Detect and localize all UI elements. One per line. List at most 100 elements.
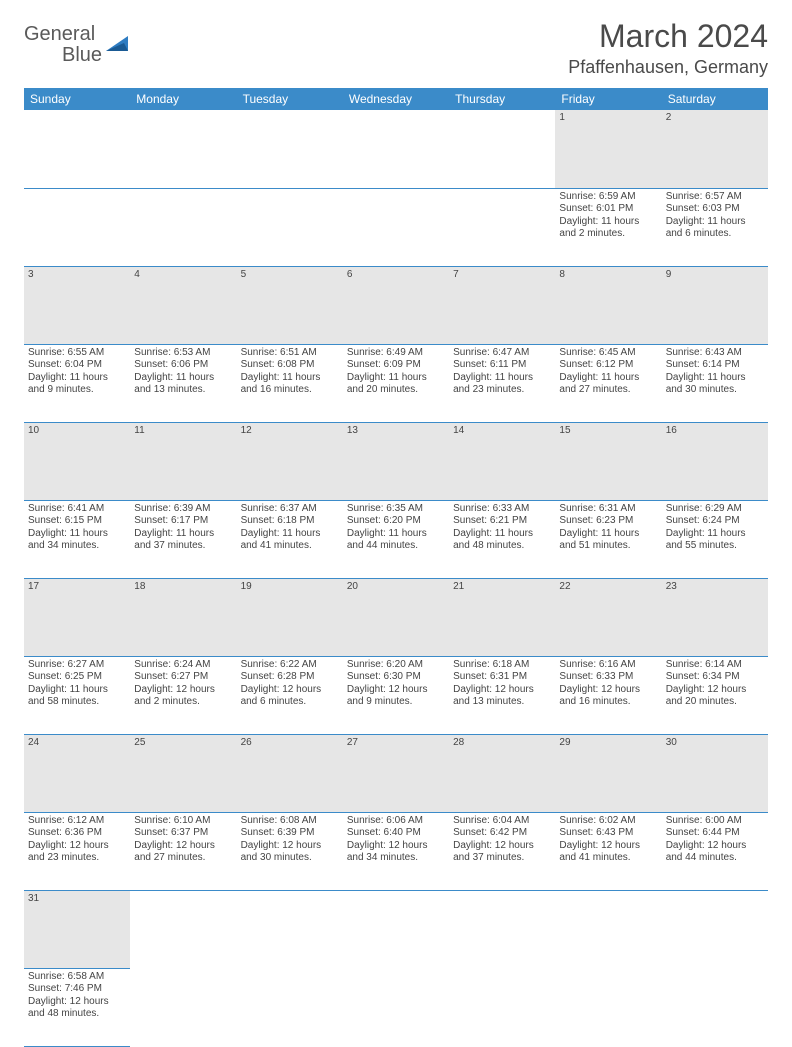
daylight-line: and 48 minutes. [28,1008,126,1021]
sun-line: Sunset: 6:23 PM [559,515,657,528]
daylight-line: and 13 minutes. [134,384,232,397]
sun-line: Sunrise: 6:14 AM [666,659,764,672]
sun-line: Sunrise: 6:06 AM [347,815,445,828]
daylight-line: Daylight: 11 hours [347,528,445,541]
day-number: 8 [555,266,661,344]
day-details [555,968,661,1046]
sun-line: Sunrise: 6:35 AM [347,503,445,516]
day-number [237,110,343,188]
day-number: 26 [237,734,343,812]
sun-line: Sunrise: 6:02 AM [559,815,657,828]
daylight-line: and 34 minutes. [28,540,126,553]
day-details: Sunrise: 6:18 AMSunset: 6:31 PMDaylight:… [449,656,555,734]
day-details: Sunrise: 6:31 AMSunset: 6:23 PMDaylight:… [555,500,661,578]
daylight-line: and 44 minutes. [666,852,764,865]
daylight-line: Daylight: 12 hours [347,684,445,697]
weekday-header: Friday [555,88,661,110]
daylight-line: and 51 minutes. [559,540,657,553]
daylight-line: and 13 minutes. [453,696,551,709]
daylight-line: Daylight: 12 hours [559,684,657,697]
sun-line: Sunrise: 6:43 AM [666,347,764,360]
sun-line: Sunrise: 6:41 AM [28,503,126,516]
title-block: March 2024 Pfaffenhausen, Germany [568,18,768,78]
day-number: 2 [662,110,768,188]
daylight-line: and 6 minutes. [241,696,339,709]
day-details [343,188,449,266]
daylight-line: Daylight: 11 hours [28,372,126,385]
sun-line: Sunset: 6:30 PM [347,671,445,684]
daynum-row: 24252627282930 [24,734,768,812]
sun-line: Sunset: 6:14 PM [666,359,764,372]
calendar-header: SundayMondayTuesdayWednesdayThursdayFrid… [24,88,768,110]
day-number: 17 [24,578,130,656]
daynum-row: 10111213141516 [24,422,768,500]
details-row: Sunrise: 6:27 AMSunset: 6:25 PMDaylight:… [24,656,768,734]
day-number: 23 [662,578,768,656]
sun-line: Sunset: 6:39 PM [241,827,339,840]
daylight-line: and 58 minutes. [28,696,126,709]
details-row: Sunrise: 6:55 AMSunset: 6:04 PMDaylight:… [24,344,768,422]
daylight-line: Daylight: 11 hours [453,372,551,385]
day-details: Sunrise: 6:41 AMSunset: 6:15 PMDaylight:… [24,500,130,578]
sun-line: Sunset: 6:27 PM [134,671,232,684]
sun-line: Sunrise: 6:16 AM [559,659,657,672]
weekday-header: Thursday [449,88,555,110]
daylight-line: Daylight: 11 hours [134,528,232,541]
daylight-line: Daylight: 11 hours [666,372,764,385]
calendar-table: SundayMondayTuesdayWednesdayThursdayFrid… [24,88,768,1047]
daylight-line: Daylight: 11 hours [559,372,657,385]
day-number: 29 [555,734,661,812]
sun-line: Sunrise: 6:49 AM [347,347,445,360]
day-details: Sunrise: 6:20 AMSunset: 6:30 PMDaylight:… [343,656,449,734]
day-number: 20 [343,578,449,656]
weekday-header: Monday [130,88,236,110]
daylight-line: and 23 minutes. [453,384,551,397]
day-number: 18 [130,578,236,656]
day-number: 24 [24,734,130,812]
daylight-line: and 41 minutes. [241,540,339,553]
day-details: Sunrise: 6:04 AMSunset: 6:42 PMDaylight:… [449,812,555,890]
details-row: Sunrise: 6:12 AMSunset: 6:36 PMDaylight:… [24,812,768,890]
day-details: Sunrise: 6:29 AMSunset: 6:24 PMDaylight:… [662,500,768,578]
day-number: 13 [343,422,449,500]
day-number [449,110,555,188]
day-details: Sunrise: 6:39 AMSunset: 6:17 PMDaylight:… [130,500,236,578]
daylight-line: and 9 minutes. [347,696,445,709]
location: Pfaffenhausen, Germany [568,57,768,78]
day-details [449,188,555,266]
sun-line: Sunrise: 6:10 AM [134,815,232,828]
day-number [449,890,555,968]
daylight-line: and 27 minutes. [559,384,657,397]
day-number: 30 [662,734,768,812]
daylight-line: and 55 minutes. [666,540,764,553]
day-details: Sunrise: 6:58 AMSunset: 7:46 PMDaylight:… [24,968,130,1046]
sun-line: Sunset: 6:18 PM [241,515,339,528]
day-details: Sunrise: 6:55 AMSunset: 6:04 PMDaylight:… [24,344,130,422]
sun-line: Sunset: 6:33 PM [559,671,657,684]
sun-line: Sunrise: 6:29 AM [666,503,764,516]
sun-line: Sunset: 6:03 PM [666,203,764,216]
day-number [130,110,236,188]
day-details: Sunrise: 6:35 AMSunset: 6:20 PMDaylight:… [343,500,449,578]
sun-line: Sunset: 6:25 PM [28,671,126,684]
sun-line: Sunset: 6:06 PM [134,359,232,372]
day-number: 12 [237,422,343,500]
day-number: 5 [237,266,343,344]
daylight-line: and 27 minutes. [134,852,232,865]
sun-line: Sunrise: 6:04 AM [453,815,551,828]
sun-line: Sunrise: 6:53 AM [134,347,232,360]
daynum-row: 31 [24,890,768,968]
details-row: Sunrise: 6:59 AMSunset: 6:01 PMDaylight:… [24,188,768,266]
daylight-line: Daylight: 11 hours [559,216,657,229]
day-number: 11 [130,422,236,500]
daylight-line: Daylight: 12 hours [241,684,339,697]
daylight-line: Daylight: 12 hours [453,684,551,697]
sun-line: Sunset: 6:21 PM [453,515,551,528]
day-details: Sunrise: 6:43 AMSunset: 6:14 PMDaylight:… [662,344,768,422]
day-number [343,110,449,188]
day-details [130,188,236,266]
day-number: 25 [130,734,236,812]
day-number [130,890,236,968]
sun-line: Sunset: 6:12 PM [559,359,657,372]
header: General Blue March 2024 Pfaffenhausen, G… [24,18,768,78]
